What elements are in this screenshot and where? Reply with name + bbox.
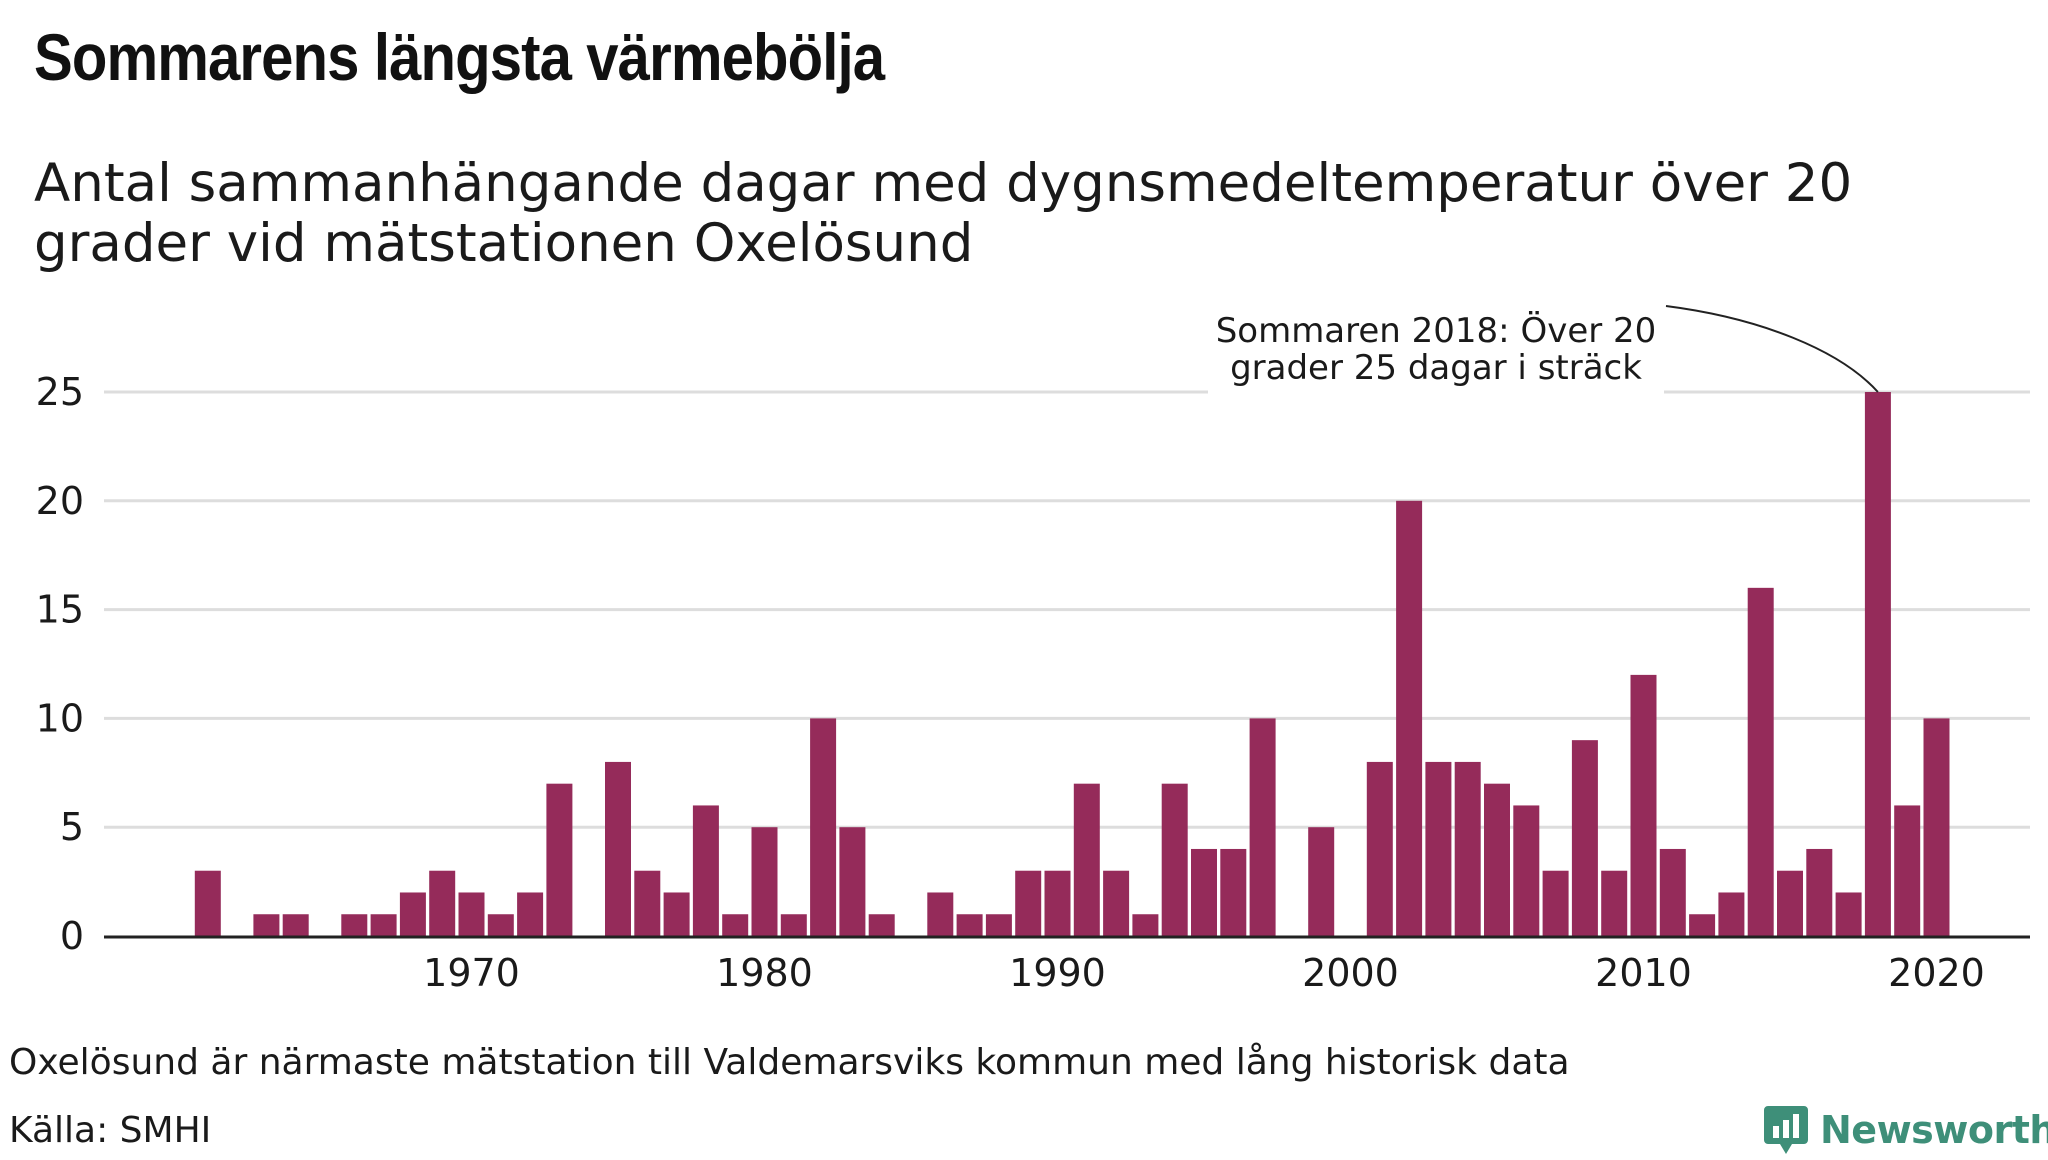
x-tick-label: 2010 <box>1595 951 1692 995</box>
y-tick-label: 5 <box>60 805 84 849</box>
bar-1987 <box>956 914 983 936</box>
x-tick-label: 1980 <box>716 951 813 995</box>
bar-2019 <box>1894 805 1921 936</box>
bar-1967 <box>370 914 397 936</box>
bar-2013 <box>1718 892 1745 936</box>
bar-2009 <box>1601 870 1628 936</box>
bar-1976 <box>634 870 661 936</box>
chart-title: Sommarens längsta värmebölja <box>34 20 885 94</box>
brand-name: Newsworthy <box>1820 1108 2048 1152</box>
bar-1991 <box>1073 783 1100 936</box>
bar-1966 <box>341 914 368 936</box>
annotation-background <box>1208 300 1664 396</box>
y-tick-label: 0 <box>60 914 84 958</box>
y-tick-label: 25 <box>36 370 84 414</box>
x-tick-label: 1990 <box>1009 951 1106 995</box>
annotation-leader-line <box>1665 305 1879 393</box>
bar-chart: 0 5 10 15 20 25 1970 1980 1990 2000 2010 2020 Somma… <box>35 300 2030 995</box>
bar-1975 <box>605 761 631 936</box>
bar-1968 <box>399 892 426 936</box>
bar-1963 <box>253 914 280 936</box>
bar-1961 <box>194 870 221 936</box>
bar-1990 <box>1044 870 1071 936</box>
bar-1964 <box>282 914 309 936</box>
bar-1984 <box>868 914 895 936</box>
bar-1981 <box>780 914 807 936</box>
bar-1983 <box>839 827 866 936</box>
bar-1999 <box>1308 827 1335 936</box>
bar-1988 <box>985 914 1012 936</box>
bar-1997 <box>1249 718 1276 936</box>
bar-2007 <box>1542 870 1569 936</box>
bar-2020 <box>1923 718 1950 936</box>
bar-1993 <box>1132 914 1159 936</box>
bar-2011 <box>1659 848 1686 936</box>
newsworthy-logo-icon <box>1764 1106 1808 1154</box>
bar-2004 <box>1454 761 1481 936</box>
y-tick-label: 20 <box>36 479 84 523</box>
x-tick-label: 2020 <box>1888 951 1985 995</box>
axis-layer: 0 5 10 15 20 25 1970 1980 1990 2000 2010 2020 <box>36 370 2030 995</box>
bars-layer <box>194 392 1950 936</box>
bar-2015 <box>1777 870 1803 936</box>
bar-2006 <box>1513 805 1540 936</box>
bar-2003 <box>1425 761 1452 936</box>
bar-2016 <box>1806 848 1833 936</box>
bar-1970 <box>458 892 485 936</box>
bar-2018 <box>1864 392 1891 936</box>
annotation-text-line: grader 25 dagar i sträck <box>1230 348 1642 388</box>
x-tick-label: 1970 <box>423 951 520 995</box>
x-tick-label: 2000 <box>1302 951 1399 995</box>
bar-1980 <box>751 827 778 936</box>
bar-2001 <box>1366 761 1393 936</box>
bar-2014 <box>1747 587 1774 936</box>
bar-1996 <box>1220 848 1247 936</box>
source-label: Källa: SMHI <box>9 1110 212 1151</box>
bar-2012 <box>1689 914 1716 936</box>
bar-2008 <box>1571 740 1598 936</box>
bar-2005 <box>1484 783 1510 936</box>
bar-1979 <box>722 914 749 936</box>
bar-1978 <box>692 805 719 936</box>
bar-1972 <box>517 892 544 936</box>
bar-1989 <box>1015 870 1042 936</box>
bar-1973 <box>546 783 573 936</box>
bar-2002 <box>1396 500 1423 936</box>
chart-subtitle: Antal sammanhängande dagar med dygnsmede… <box>34 153 1853 274</box>
bar-1986 <box>927 892 954 936</box>
bar-1971 <box>487 914 514 936</box>
bar-1994 <box>1161 783 1188 936</box>
bar-1969 <box>429 870 456 936</box>
y-tick-label: 10 <box>36 696 84 740</box>
footnote: Oxelösund är närmaste mätstation till Va… <box>9 1042 1570 1083</box>
bar-1982 <box>810 718 837 936</box>
grid-layer <box>104 390 2030 829</box>
brand-logo: Newsworthy <box>1764 1100 2048 1160</box>
bar-1992 <box>1103 870 1130 936</box>
annotation-text-line: Sommaren 2018: Över 20 <box>1216 310 1657 351</box>
bar-2010 <box>1630 674 1657 936</box>
bar-1995 <box>1191 848 1217 936</box>
bar-2017 <box>1835 892 1862 936</box>
y-tick-label: 15 <box>36 588 84 632</box>
bar-1977 <box>663 892 690 936</box>
